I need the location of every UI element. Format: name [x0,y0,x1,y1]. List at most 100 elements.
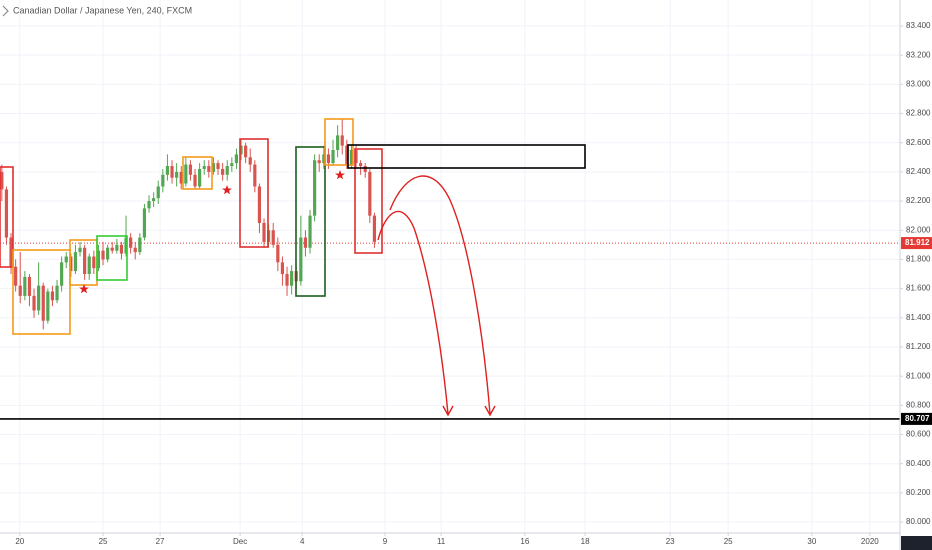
candle-body [18,285,22,296]
candle-body [322,154,326,164]
candle-body [37,285,41,311]
last-price-badge [901,237,932,250]
y-tick-label: 83.000 [906,79,931,88]
level-badge [901,412,932,425]
candle-body [87,256,91,275]
candle-body [96,250,101,269]
candle-body [46,291,50,321]
candle-body [184,164,188,184]
candle-body [313,160,317,216]
candle-body [257,186,262,223]
y-tick-label: 82.000 [906,225,931,234]
candle-body [368,171,372,216]
candle-body [317,160,321,164]
candle-body [9,237,13,267]
y-tick-label: 80.600 [906,430,931,439]
collapse-icon[interactable] [2,5,9,17]
candle-body [230,163,234,167]
x-tick-label: 25 [724,537,733,546]
x-tick-label: 2020 [861,537,879,546]
x-tick-label: 16 [520,537,529,546]
candle-body [23,276,27,296]
arrow [389,175,491,415]
candle-body [193,174,197,187]
candle-body [152,198,156,202]
candle-body [340,135,344,146]
candle-body [303,237,308,248]
y-tick-label: 82.600 [906,138,931,147]
y-tick-label: 82.800 [906,109,931,118]
x-tick-label: 27 [156,537,165,546]
axes: 80.000 80.200 80.400 80.600 80.800 81.000 81.2… [15,21,932,546]
zone-box [96,235,128,281]
candle-body [363,166,367,172]
candle-body [225,166,229,175]
y-tick-label: 81.200 [906,342,931,351]
candle-body [0,171,4,190]
candle-body [198,168,202,187]
candle-body [129,237,133,248]
candle-body [147,201,151,209]
candle-body [138,237,142,253]
candle-body [234,154,239,164]
zone-box [12,249,71,335]
logo[interactable] [901,536,932,550]
y-tick-label: 83.400 [906,21,931,30]
candle-body [175,171,179,178]
arrowhead [442,405,454,417]
candle-body [50,291,55,301]
arrow [377,210,449,415]
candle-body [142,208,147,238]
zone-box [295,146,326,297]
candle-body [60,262,64,286]
candle-body [276,244,280,263]
candle-body [55,285,59,301]
x-tick-label: 23 [666,537,675,546]
candle-body [280,262,285,275]
candle-body [14,266,18,286]
candle-body [133,247,137,253]
candle-body [161,174,165,187]
candle-body [4,189,9,238]
candle-body [331,149,335,164]
zone-box [0,166,14,268]
candle-body [156,186,160,199]
candle-body [239,145,243,155]
y-tick-label: 82.200 [906,196,931,205]
candle-body [124,237,128,254]
candle-body [359,163,363,167]
price-lines [0,242,900,420]
candle-body [179,171,183,184]
candle-body [73,252,78,272]
candle-body [290,271,294,286]
candle-body [165,166,170,175]
candle-body [119,244,124,254]
x-tick-label: 30 [807,537,816,546]
candle-body [271,230,275,245]
level-label: 80.707 [905,414,930,423]
candle-body [244,145,248,158]
candle-body [110,247,114,251]
x-tick-label: 25 [99,537,108,546]
x-tick-label: 4 [300,537,305,546]
y-tick-label: 80.800 [906,400,931,409]
y-tick-label: 81.600 [906,284,931,293]
y-tick-label: 82.400 [906,167,931,176]
y-tick-label: 80.200 [906,488,931,497]
candle-body [106,247,110,260]
candle-body [78,247,82,253]
x-tick-label: 20 [15,537,24,546]
candle-body [354,149,358,164]
candle-body [349,149,354,165]
candle-body [221,168,225,175]
candle-body [211,163,216,172]
y-tick-label: 83.200 [906,50,931,59]
resistance-box [347,144,586,169]
candle-body [326,154,331,164]
y-tick-label: 81.400 [906,313,931,322]
candle-body [115,244,119,251]
candle-body [83,247,87,275]
candle-body [372,215,377,242]
y-tick-label: 80.000 [906,517,931,526]
